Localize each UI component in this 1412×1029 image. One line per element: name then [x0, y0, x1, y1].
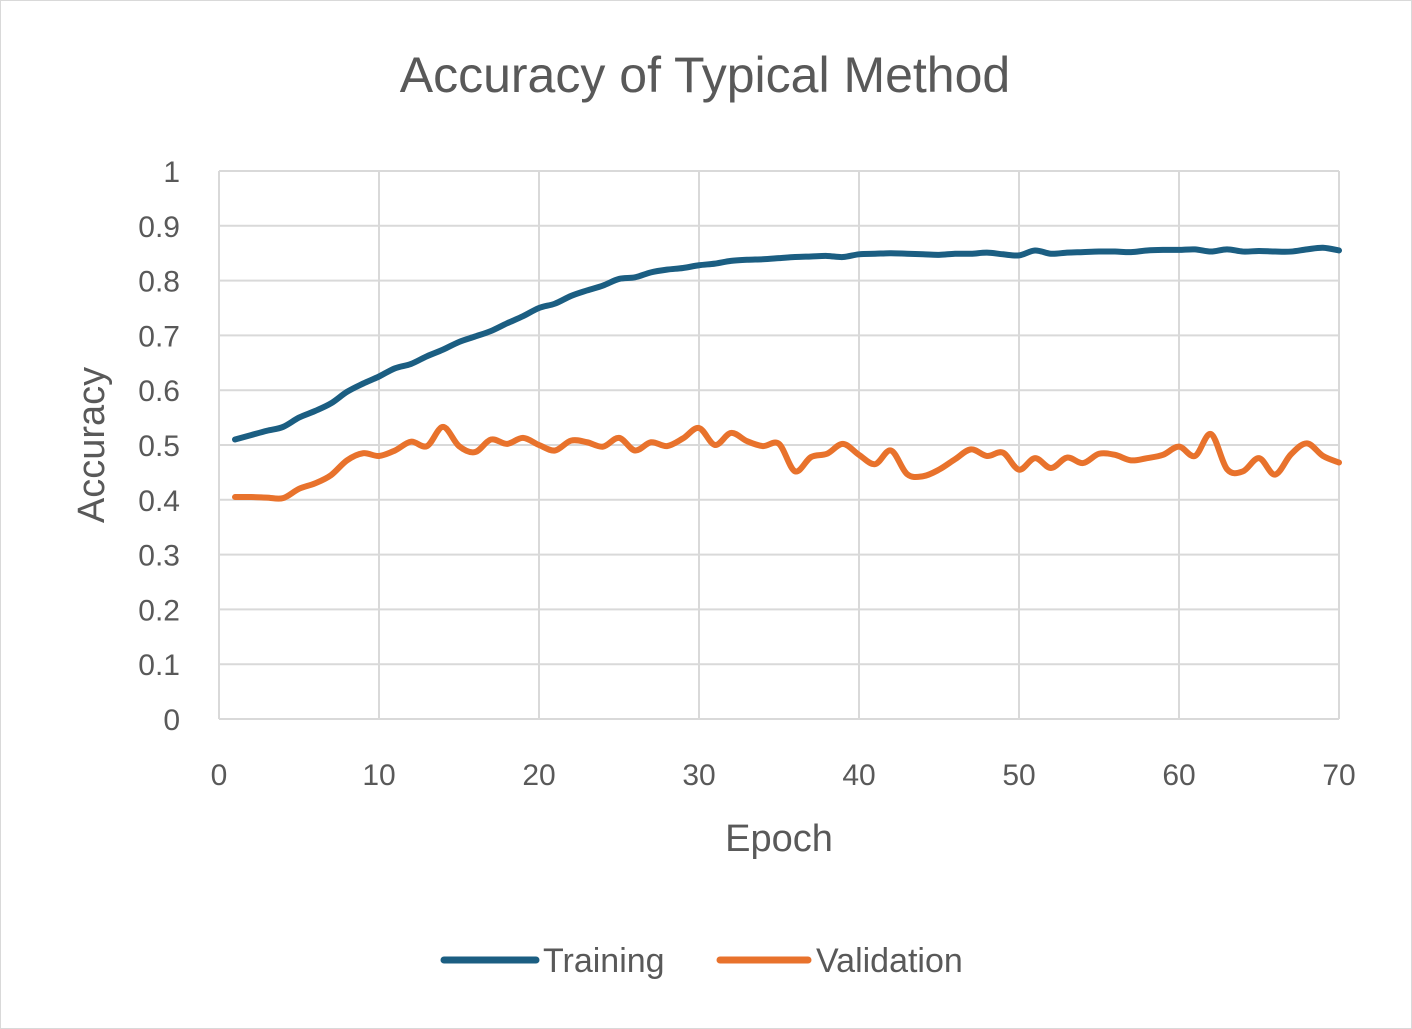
legend-label-validation: Validation — [816, 942, 963, 980]
y-tick-label: 0.4 — [138, 485, 180, 518]
y-tick-label: 0.2 — [138, 594, 180, 627]
x-tick-label: 40 — [842, 759, 875, 792]
y-tick-label: 1 — [163, 156, 180, 189]
x-tick-label: 10 — [362, 759, 395, 792]
y-tick-label: 0.5 — [138, 430, 180, 463]
series-lines — [232, 244, 1342, 502]
x-tick-label: 0 — [211, 759, 228, 792]
legend-label-training: Training — [543, 942, 665, 980]
y-tick-label: 0.7 — [138, 320, 180, 353]
grid-lines — [218, 170, 1340, 720]
y-tick-labels: 0 0.1 0.2 0.3 0.4 0.5 0.6 0.7 0.8 0.9 1 — [138, 156, 180, 737]
series-line-training — [232, 244, 1342, 443]
legend: Training Validation — [440, 942, 963, 980]
y-tick-label: 0.9 — [138, 211, 180, 244]
y-tick-label: 0.6 — [138, 375, 180, 408]
x-tick-label: 60 — [1162, 759, 1195, 792]
x-tick-label: 20 — [522, 759, 555, 792]
x-tick-label: 70 — [1322, 759, 1355, 792]
x-tick-label: 50 — [1002, 759, 1035, 792]
y-tick-label: 0.8 — [138, 266, 180, 299]
chart-title: Accuracy of Typical Method — [400, 47, 1010, 103]
y-tick-label: 0 — [163, 704, 180, 737]
y-axis-label: Accuracy — [71, 367, 113, 523]
y-tick-label: 0.1 — [138, 649, 180, 682]
x-tick-label: 30 — [682, 759, 715, 792]
series-line-validation — [232, 423, 1342, 502]
y-tick-label: 0.3 — [138, 540, 180, 573]
x-tick-labels: 0 10 20 30 40 50 60 70 — [211, 759, 1356, 792]
x-axis-label: Epoch — [725, 818, 833, 860]
